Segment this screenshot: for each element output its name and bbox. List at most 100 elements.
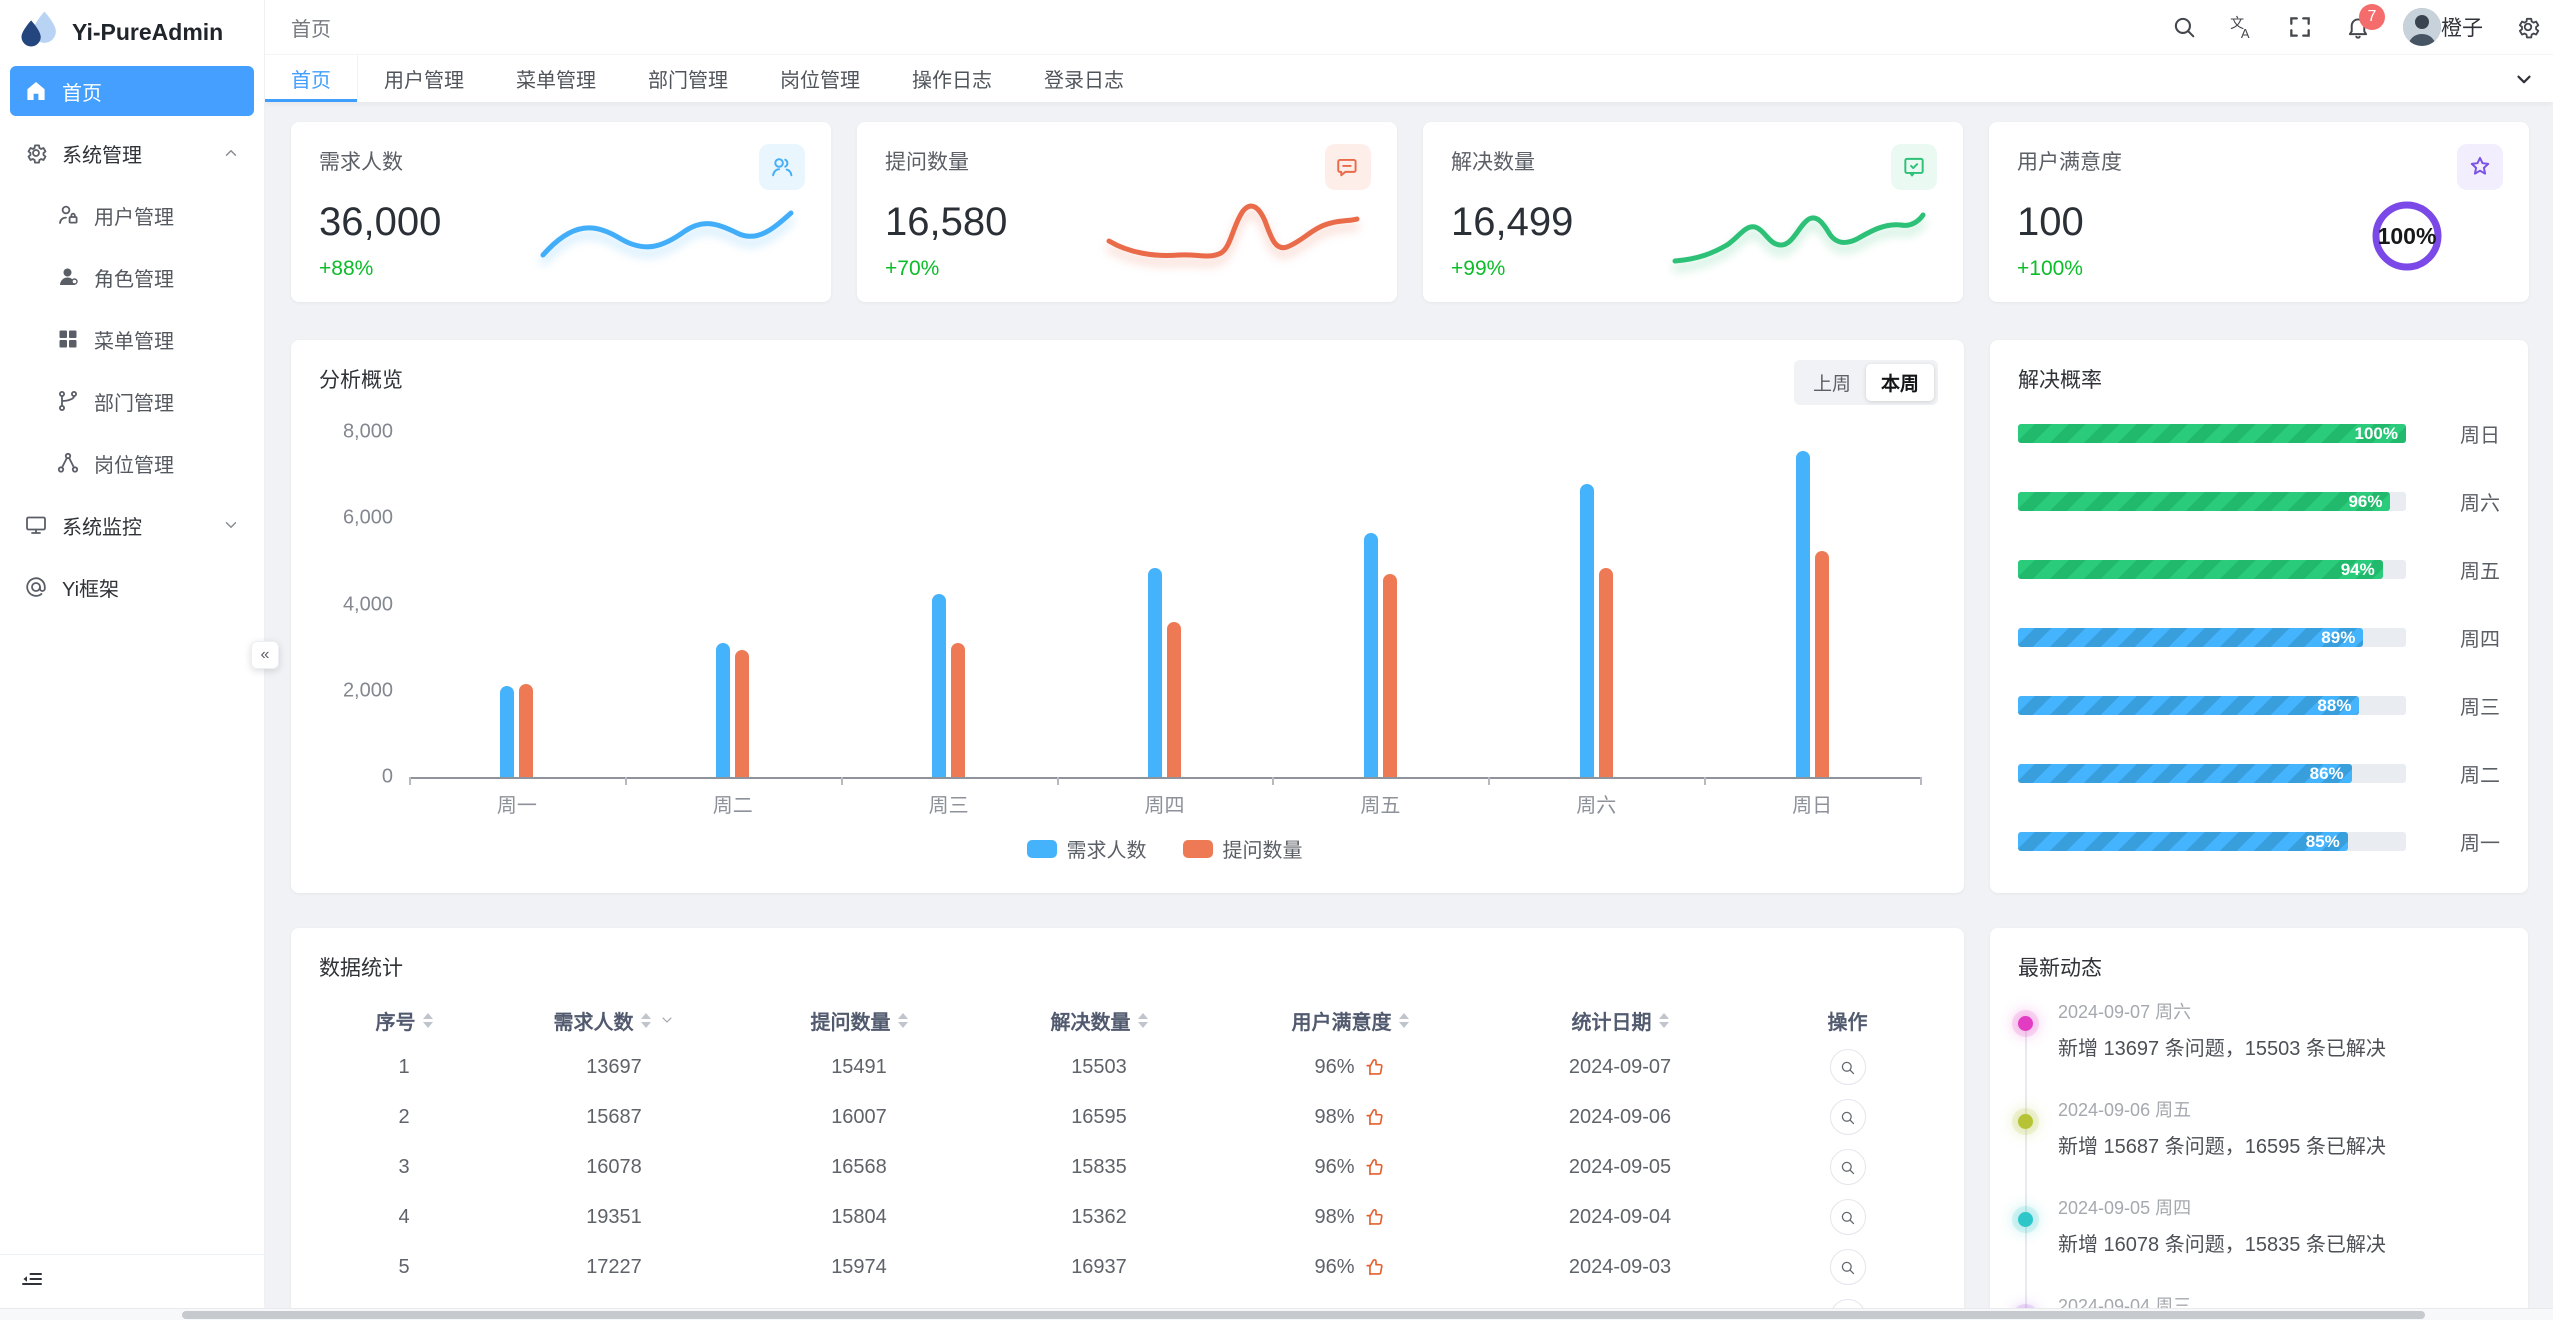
- sidebar-fold-bar[interactable]: [0, 1254, 264, 1308]
- user-profile[interactable]: 橙子: [2403, 8, 2483, 46]
- tab-菜单管理[interactable]: 菜单管理: [516, 70, 596, 92]
- progress-percent: 88%: [2317, 695, 2352, 715]
- cell-solved: 15503: [1071, 1055, 1127, 1078]
- bar-提问数量: [1814, 550, 1829, 777]
- view-detail-button[interactable]: [1829, 1149, 1866, 1185]
- sort-carets-icon[interactable]: [1398, 1012, 1409, 1028]
- logo-drop-icon: [16, 8, 60, 57]
- sidebar-item-label: 系统管理: [62, 144, 142, 167]
- tab-操作日志[interactable]: 操作日志: [912, 70, 992, 92]
- progress-percent: 85%: [2305, 831, 2340, 851]
- timeline-date: 2024-09-05 周四: [2058, 1198, 2192, 1218]
- table-header-cell-操作[interactable]: 操作: [1828, 1006, 1868, 1035]
- cell-demand: 13697: [586, 1055, 642, 1078]
- table-header-cell-序号[interactable]: 序号: [376, 1006, 433, 1035]
- progress-percent: 94%: [2340, 559, 2375, 579]
- tab-登录日志[interactable]: 登录日志: [1044, 70, 1124, 92]
- timeline-text: 新增 13697 条问题，15503 条已解决: [2058, 1038, 2386, 1060]
- view-detail-button[interactable]: [1829, 1099, 1866, 1135]
- sidebar-item-Yi框架[interactable]: Yi框架: [10, 562, 254, 612]
- bar-group-周六: [1488, 434, 1704, 777]
- sidebar-item-用户管理[interactable]: 用户管理: [10, 190, 254, 240]
- legend-item-提问数量[interactable]: 提问数量: [1182, 834, 1303, 863]
- timeline-item: 2024-09-06 周五 新增 15687 条问题，16595 条已解决: [2018, 1096, 2500, 1159]
- horizontal-scrollbar-thumb[interactable]: [182, 1311, 2425, 1319]
- logo[interactable]: Yi-PureAdmin: [0, 0, 264, 64]
- progress-day-label: 周二: [2460, 765, 2500, 787]
- main-content: 需求人数 36,000 +88% 提问数量 16,580 +70% 解决数量 16,499 +9…: [265, 102, 2553, 1320]
- x-axis-tick: [409, 777, 411, 785]
- table-header-cell-统计日期[interactable]: 统计日期: [1572, 1006, 1669, 1035]
- sort-carets-icon[interactable]: [1137, 1012, 1148, 1028]
- table-header-cell-提问数量[interactable]: 提问数量: [811, 1006, 908, 1035]
- timeline-dot: [2018, 1114, 2033, 1129]
- sidebar-collapse-button[interactable]: «: [251, 641, 279, 669]
- sort-carets-icon[interactable]: [897, 1012, 908, 1028]
- sidebar-item-菜单管理[interactable]: 菜单管理: [10, 314, 254, 364]
- cell-operation: [1829, 1249, 1866, 1285]
- svg-text:文: 文: [2230, 15, 2244, 31]
- cell-satisfaction: 98%: [1314, 1106, 1385, 1129]
- legend-label: 提问数量: [1222, 840, 1303, 862]
- thumb-up-icon: [1364, 1206, 1386, 1228]
- view-detail-button[interactable]: [1829, 1049, 1866, 1085]
- tab-首页[interactable]: 首页: [265, 55, 358, 102]
- sidebar-item-系统管理[interactable]: 系统管理: [10, 128, 254, 178]
- fullscreen-icon[interactable]: [2287, 14, 2313, 40]
- tab-部门管理[interactable]: 部门管理: [648, 70, 728, 92]
- sidebar-item-部门管理[interactable]: 部门管理: [10, 376, 254, 426]
- tabbar: 首页 用户管理 菜单管理 部门管理 岗位管理 操作日志 登录日志: [265, 54, 2553, 102]
- settings-gear-icon[interactable]: [2515, 14, 2541, 40]
- sidebar-item-系统监控[interactable]: 系统监控: [10, 500, 254, 550]
- column-label: 需求人数: [553, 1011, 634, 1034]
- sidebar-item-首页[interactable]: 首页: [10, 66, 254, 116]
- home-icon: [24, 79, 48, 103]
- progress-day-label: 周三: [2460, 697, 2500, 719]
- stat-cards-row: 需求人数 36,000 +88% 提问数量 16,580 +70% 解决数量 16,499 +9…: [291, 122, 2529, 302]
- view-detail-button[interactable]: [1829, 1199, 1866, 1235]
- progress-track: 86%: [2018, 764, 2406, 783]
- search-icon[interactable]: [2171, 14, 2197, 40]
- view-detail-button[interactable]: [1829, 1249, 1866, 1285]
- x-axis-tick: [1272, 777, 1275, 785]
- outdent-icon: [20, 1267, 44, 1296]
- stat-card-delta: +100%: [2017, 257, 2083, 280]
- stat-card-title: 需求人数: [319, 151, 403, 174]
- bar-提问数量: [951, 643, 966, 777]
- breadcrumb[interactable]: 首页: [291, 18, 331, 41]
- satisfaction-value: 96%: [1314, 1155, 1355, 1178]
- translate-icon[interactable]: 文 A: [2229, 14, 2255, 40]
- cell-solved: 15362: [1071, 1205, 1127, 1228]
- app-title: Yi-PureAdmin: [72, 18, 224, 45]
- sort-carets-icon[interactable]: [422, 1012, 433, 1028]
- timeline-date: 2024-09-07 周六: [2058, 1002, 2192, 1022]
- toggle-last-week[interactable]: 上周: [1812, 374, 1851, 395]
- filter-chevron-icon[interactable]: [659, 1012, 675, 1028]
- table-header-cell-用户满意度[interactable]: 用户满意度: [1292, 1006, 1409, 1035]
- analysis-plot-wrap: 8,000 6,000 4,000 2,000 0 周一 周二 周三 周四 周五 周六 周日 需求人…: [319, 421, 1922, 863]
- tab-岗位管理[interactable]: 岗位管理: [780, 70, 860, 92]
- sidebar-item-label: 岗位管理: [94, 454, 174, 477]
- timeline-dot: [2018, 1016, 2033, 1031]
- cell-questions: 15974: [831, 1255, 887, 1278]
- table-title: 数据统计: [319, 957, 403, 980]
- avatar[interactable]: [2403, 8, 2441, 46]
- grid-icon: [56, 327, 80, 351]
- notification-bell-icon[interactable]: 7: [2345, 4, 2385, 40]
- satisfaction-value: 98%: [1314, 1205, 1355, 1228]
- table-header-cell-需求人数[interactable]: 需求人数: [554, 1006, 675, 1035]
- legend-item-需求人数[interactable]: 需求人数: [1026, 834, 1147, 863]
- solve-rate-card: 解决概率 100% 周日 96% 周六 94% 周五 89% 周四 88% 周三 86% 周二 85% 周…: [1990, 340, 2528, 893]
- solve-rate-title: 解决概率: [2018, 369, 2102, 392]
- table-header-cell-解决数量[interactable]: 解决数量: [1051, 1006, 1148, 1035]
- tab-用户管理[interactable]: 用户管理: [384, 70, 464, 92]
- sidebar: Yi-PureAdmin 首页系统管理用户管理角色管理菜单管理部门管理岗位管理系…: [0, 0, 265, 1320]
- tab-overflow-chevron-icon[interactable]: [2513, 68, 2535, 90]
- toggle-this-week[interactable]: 本周: [1865, 364, 1934, 401]
- sidebar-item-岗位管理[interactable]: 岗位管理: [10, 438, 254, 488]
- sidebar-item-角色管理[interactable]: 角色管理: [10, 252, 254, 302]
- sort-carets-icon[interactable]: [640, 1012, 651, 1028]
- sort-carets-icon[interactable]: [1658, 1012, 1669, 1028]
- tabs: 首页 用户管理 菜单管理 部门管理 岗位管理 操作日志 登录日志: [265, 55, 1150, 102]
